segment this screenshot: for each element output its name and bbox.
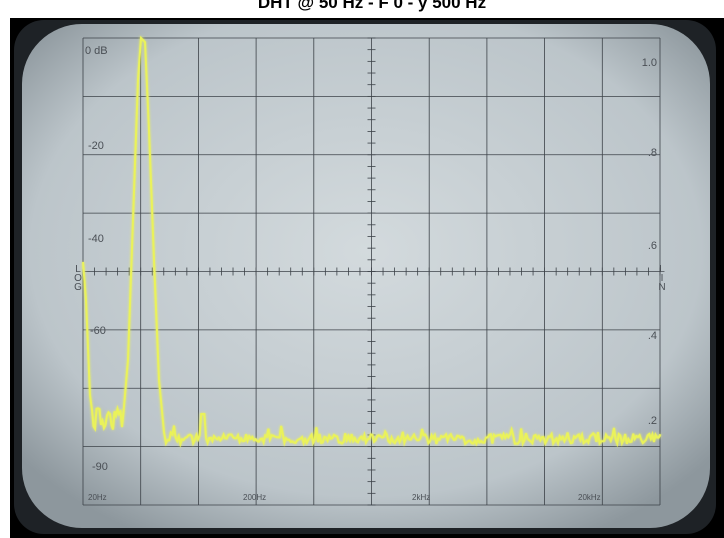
lin-value-label: .6 xyxy=(648,240,657,252)
log-label: LOG xyxy=(73,264,84,291)
title: DHT @ 50 Hz - F 0 - y 500 Hz xyxy=(258,0,486,12)
lin-value-label: 1.0 xyxy=(642,57,657,69)
lin-value-label: .8 xyxy=(648,147,657,159)
title-strip xyxy=(0,0,724,18)
freq-label: 20kHz xyxy=(578,493,601,502)
db-label: -40 xyxy=(88,233,104,245)
freq-label: 20Hz xyxy=(88,493,107,502)
db-label: -20 xyxy=(88,140,104,152)
freq-label: 2kHz xyxy=(412,493,430,502)
lin-value-label: .2 xyxy=(648,415,657,427)
spectrum-trace xyxy=(82,35,662,448)
db-label: 0 dB xyxy=(85,45,108,57)
freq-label: 200Hz xyxy=(243,493,266,502)
crt-screen xyxy=(22,24,710,528)
db-label: -60 xyxy=(90,325,106,337)
labels: 0 dB -20 -40 -60 -90 1.0 .8 .6 .4 .2 LOG… xyxy=(73,45,668,502)
left-strip xyxy=(0,18,10,538)
db-label: -90 xyxy=(92,461,108,473)
graticule xyxy=(82,37,661,506)
lin-value-label: .4 xyxy=(648,330,657,342)
lin-label: LIN xyxy=(657,264,668,291)
